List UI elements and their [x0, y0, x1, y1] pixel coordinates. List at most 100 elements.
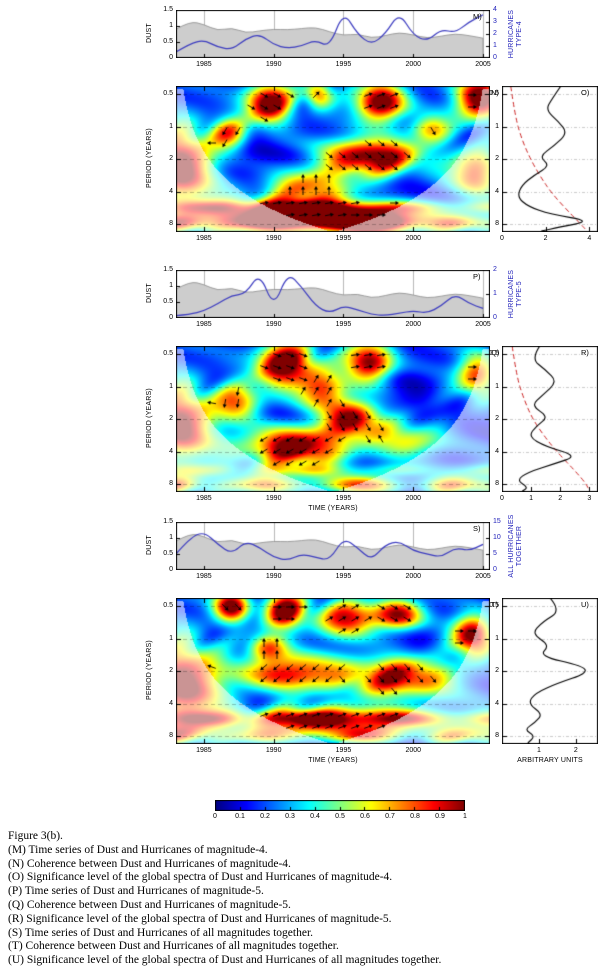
tick-label: 2005 [475, 573, 491, 580]
caption-line-m: (M) Time series of Dust and Hurricanes o… [8, 843, 268, 856]
time-axis-label-3: TIME (YEARS) [308, 757, 358, 764]
tick-label: 2005 [475, 61, 491, 68]
hurricanes-type5-axis-label: HURRICANES TYPE-5 [507, 269, 523, 319]
tick-label: 2 [495, 155, 499, 163]
tick-label: 0.5 [335, 813, 345, 820]
significance-plot-all-hurricanes [502, 598, 598, 744]
all-hurricanes-axis-label: ALL HURRICANES TOGETHER [507, 514, 523, 578]
tick-label: 1.5 [163, 266, 173, 273]
tick-label: 10 [493, 534, 501, 541]
tick-label: 1 [495, 382, 499, 390]
tick-label: 1995 [335, 747, 352, 754]
tick-label: 0.4 [310, 813, 320, 820]
tick-label: 4 [495, 447, 499, 455]
tick-label: 4 [169, 699, 173, 707]
tick-label: 0 [169, 566, 173, 573]
tick-label: 1 [536, 747, 541, 754]
tick-label: 0.2 [260, 813, 270, 820]
tick-label: 5 [493, 550, 497, 557]
tick-label: 0.3 [285, 813, 295, 820]
caption-line-s: (S) Time series of Dust and Hurricanes o… [8, 926, 314, 939]
tick-label: 1 [169, 534, 173, 541]
panel-letter-p: P) [473, 272, 481, 281]
tick-label: 0 [500, 495, 504, 502]
tick-label: 1985 [196, 747, 212, 754]
tick-label: 1 [169, 382, 173, 390]
coherence-colorbar [215, 800, 465, 811]
tick-label: 0.1 [235, 813, 245, 820]
tick-label: 1 [529, 495, 534, 502]
tick-label: 0 [493, 314, 497, 321]
tick-label: 0.5 [163, 90, 173, 98]
tick-label: 0.5 [163, 298, 173, 305]
tick-label: 1 [169, 282, 173, 289]
tick-label: 0.7 [385, 813, 395, 820]
tick-label: 1990 [265, 495, 282, 502]
wavelet-coherence-plot-magnitude5 [176, 346, 490, 492]
tick-label: 1 [169, 22, 173, 29]
tick-label: 4 [493, 6, 497, 13]
tick-label: 1 [463, 813, 467, 820]
tick-label: 0.5 [489, 602, 499, 610]
tick-label: 0.5 [489, 90, 499, 98]
tick-label: 1990 [265, 321, 282, 328]
figure-caption: Figure 3(b). (M) Time series of Dust and… [8, 830, 600, 968]
panel-letter-u: U) [581, 600, 589, 609]
tick-label: 0.5 [163, 38, 173, 45]
caption-line-u: (U) Significance level of the global spe… [8, 954, 442, 967]
tick-label: 3 [493, 18, 497, 25]
wavelet-coherence-plot-all-hurricanes [176, 598, 490, 744]
tick-label: 1990 [265, 747, 282, 754]
tick-label: 8 [169, 479, 173, 487]
tick-label: 8 [495, 219, 499, 227]
tick-label: 0.5 [489, 350, 499, 358]
tick-label: 1995 [335, 573, 352, 580]
tick-label: 0 [493, 566, 497, 573]
panel-letter-t: T) [491, 600, 499, 609]
tick-label: 15 [493, 518, 501, 525]
tick-label: 2000 [405, 495, 422, 502]
tick-label: 0 [213, 813, 217, 820]
tick-label: 0.6 [360, 813, 370, 820]
tick-label: 2 [573, 747, 578, 754]
tick-label: 1.5 [163, 6, 173, 13]
tick-label: 2 [169, 155, 173, 163]
time-axis-label-2: TIME (YEARS) [308, 505, 358, 512]
significance-plot-magnitude5 [502, 346, 598, 492]
tick-label: 1 [493, 290, 497, 297]
tick-label: 8 [495, 479, 499, 487]
arbitrary-units-axis-label: ARBITRARY UNITS [517, 757, 583, 764]
tick-label: 2 [495, 667, 499, 675]
tick-label: 1990 [265, 573, 282, 580]
tick-label: 1990 [265, 61, 282, 68]
tick-label: 1 [493, 42, 497, 49]
tick-label: 2000 [405, 747, 422, 754]
tick-label: 2 [543, 235, 548, 242]
tick-label: 0.5 [163, 350, 173, 358]
tick-label: 1995 [335, 321, 352, 328]
timeseries-plot-magnitude4 [176, 10, 490, 58]
tick-label: 4 [169, 447, 173, 455]
tick-label: 1995 [335, 495, 352, 502]
tick-label: 1985 [196, 61, 212, 68]
panel-letter-o: O) [581, 88, 590, 97]
tick-label: 1995 [335, 61, 352, 68]
tick-label: 0.5 [163, 602, 173, 610]
caption-line-t: (T) Coherence between Dust and Hurricane… [8, 940, 339, 953]
tick-label: 1990 [265, 235, 282, 242]
tick-label: 8 [495, 731, 499, 739]
tick-label: 2000 [405, 321, 422, 328]
tick-label: 8 [169, 731, 173, 739]
panel-letter-q: Q) [491, 348, 500, 357]
tick-label: 4 [495, 187, 499, 195]
tick-label: 2000 [405, 573, 422, 580]
tick-label: 2 [495, 415, 499, 423]
panel-letter-m: M) [473, 12, 482, 21]
panel-letter-n: N) [491, 88, 499, 97]
wavelet-coherence-plot-magnitude4 [176, 86, 490, 232]
tick-label: 1 [495, 122, 499, 130]
tick-label: 1 [169, 122, 173, 130]
caption-line-p: (P) Time series of Dust and Hurricanes o… [8, 885, 264, 898]
tick-label: 2 [493, 30, 497, 37]
